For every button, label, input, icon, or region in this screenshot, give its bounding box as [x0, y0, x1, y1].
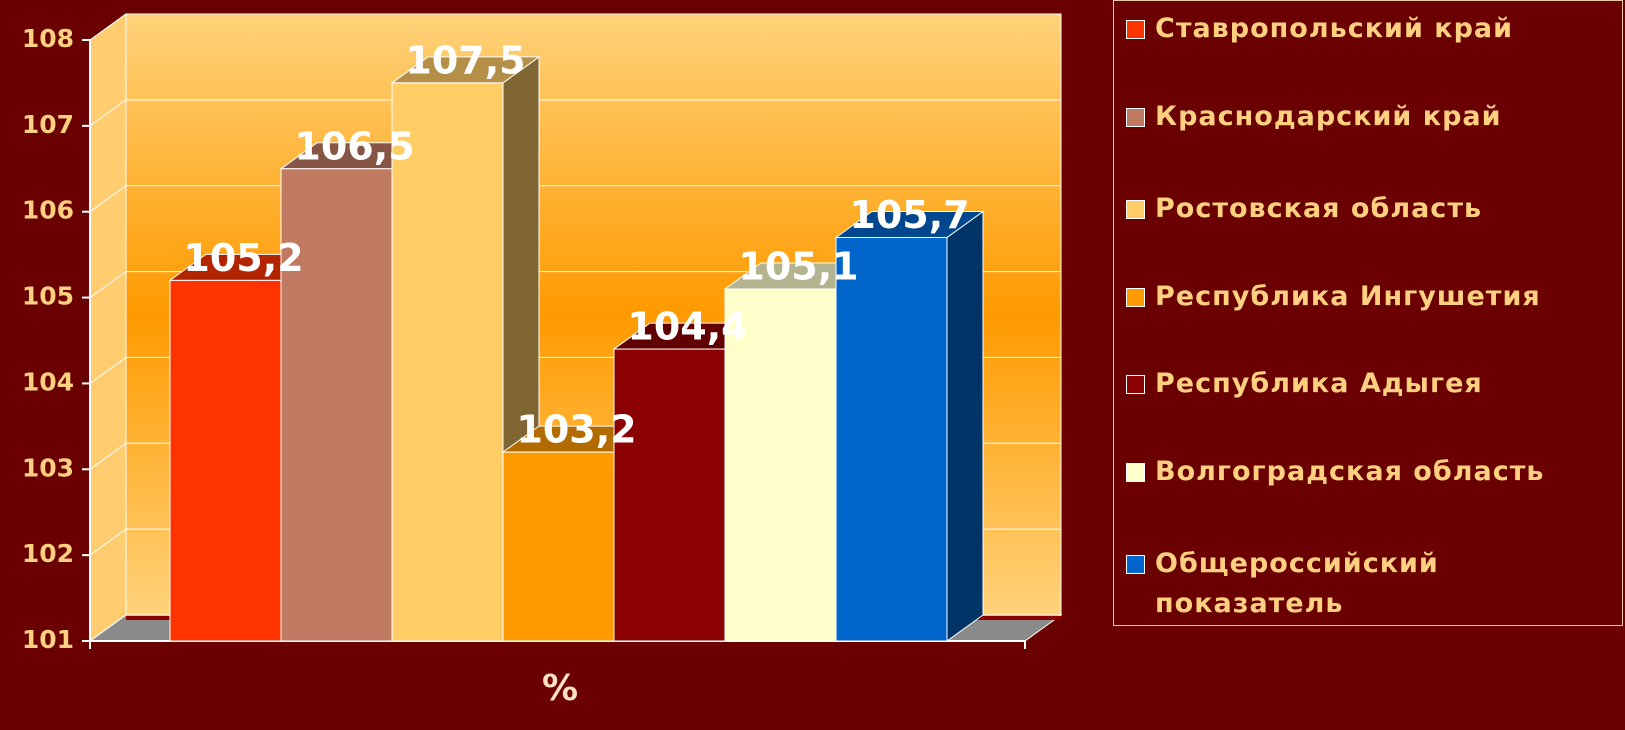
value-label: 104,4 — [627, 305, 747, 349]
value-label: 107,5 — [405, 38, 525, 82]
legend-item: Ставропольский край — [1126, 9, 1616, 49]
value-label: 103,2 — [516, 408, 636, 452]
legend-label: Волгоградская область — [1155, 456, 1545, 487]
legend-label: Ростовская область — [1155, 193, 1483, 224]
y-tick-label: 105 — [22, 282, 74, 311]
legend-swatch — [1126, 375, 1145, 394]
legend-item: Республика Ингушетия — [1126, 277, 1616, 317]
y-tick-label: 102 — [22, 539, 74, 568]
bar — [391, 82, 504, 642]
legend-swatch — [1126, 200, 1145, 219]
side-wall — [89, 13, 127, 642]
legend-item: Общероссийский показатель — [1126, 544, 1616, 624]
bar — [280, 168, 393, 642]
grid-line — [89, 13, 1061, 41]
bar — [724, 288, 837, 642]
legend-item: Ростовская область — [1126, 189, 1616, 229]
y-tick-label: 101 — [22, 625, 74, 654]
legend-label: Республика Адыгея — [1155, 368, 1483, 399]
legend-label: Краснодарский край — [1155, 101, 1502, 132]
bar-side — [946, 210, 984, 642]
value-label: 105,1 — [738, 244, 858, 288]
legend-label: Ставропольский край — [1155, 13, 1514, 44]
legend-swatch — [1126, 108, 1145, 127]
y-tick-label: 106 — [22, 196, 74, 225]
y-tick-label: 103 — [22, 453, 74, 482]
legend-item: Волгоградская область — [1126, 452, 1616, 492]
bar — [613, 348, 726, 642]
y-tick-label: 107 — [22, 110, 74, 139]
bar — [502, 451, 615, 642]
legend-item: Республика Адыгея — [1126, 364, 1616, 404]
legend-swatch — [1126, 288, 1145, 307]
value-label: 105,2 — [183, 236, 303, 280]
legend-item: Краснодарский край — [1126, 97, 1616, 137]
y-tick-label: 108 — [22, 24, 74, 53]
x-tick-label: % — [542, 668, 578, 709]
legend-swatch — [1126, 555, 1145, 574]
legend: Ставропольский край Краснодарский край Рос… — [1113, 0, 1623, 626]
legend-swatch — [1126, 463, 1145, 482]
legend-label: Республика Ингушетия — [1155, 281, 1541, 312]
legend-swatch — [1126, 20, 1145, 39]
grid-line — [89, 185, 1061, 213]
y-tick-label: 104 — [22, 367, 74, 396]
value-label: 106,5 — [294, 124, 414, 168]
legend-label: Общероссийский показатель — [1155, 548, 1439, 619]
grid-line — [89, 99, 1061, 127]
bar — [169, 279, 282, 642]
value-label: 105,7 — [849, 193, 969, 237]
bar — [835, 236, 948, 642]
chart: 101 102 103 104 105 106 107 108% 105,2 106,5 107,5… — [22, 13, 1063, 709]
